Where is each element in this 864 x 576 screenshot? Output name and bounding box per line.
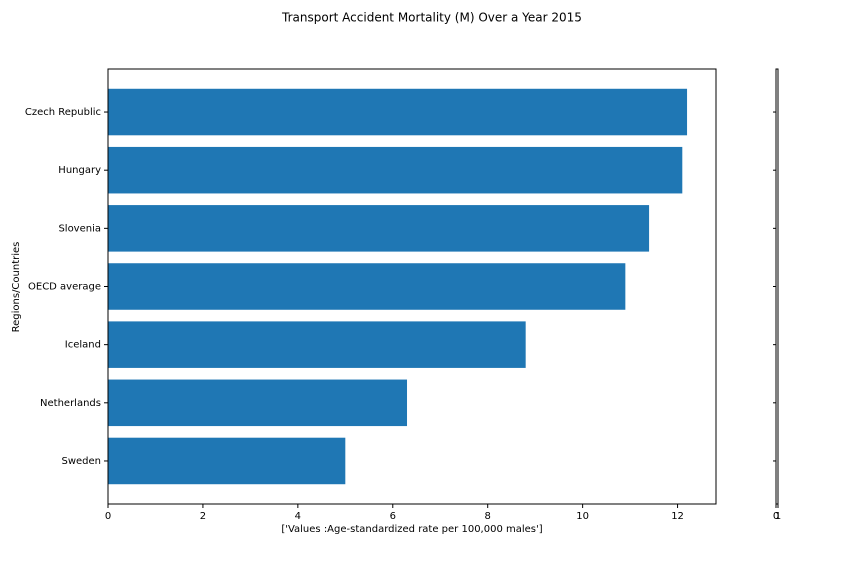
x-tick-label: 10 (576, 511, 589, 522)
bar (108, 379, 408, 427)
bar (108, 88, 688, 136)
bar (108, 146, 683, 194)
bar (108, 205, 650, 252)
secondary-frame (775, 68, 779, 505)
x-tick-label: 12 (671, 511, 684, 522)
x-tick-label: 4 (295, 511, 301, 522)
y-tick-label: OECD average (28, 282, 101, 293)
bar (108, 321, 526, 368)
x2-tick-label: 0 (773, 511, 779, 522)
y-tick-label: Czech Republic (25, 107, 101, 118)
y-tick-label: Hungary (58, 165, 101, 176)
x-tick-label: 8 (485, 511, 491, 522)
y-tick-label: Netherlands (40, 398, 101, 409)
x-tick-label: 0 (105, 511, 111, 522)
x-tick-label: 6 (390, 511, 396, 522)
y-tick-label: Iceland (65, 340, 101, 351)
plot-frame (107, 68, 717, 505)
y-axis-label: Regions/Countries (11, 242, 22, 333)
x-tick-label: 2 (200, 511, 206, 522)
y-tick-label: Slovenia (58, 223, 101, 234)
bar (108, 437, 346, 485)
chart-title: Transport Accident Mortality (M) Over a … (281, 11, 582, 25)
y-tick-label: Sweden (61, 456, 101, 467)
x-axis-label: ['Values :Age-standardized rate per 100,… (281, 524, 542, 535)
x2-tick-label: 1 (775, 511, 781, 522)
bar (108, 263, 626, 310)
